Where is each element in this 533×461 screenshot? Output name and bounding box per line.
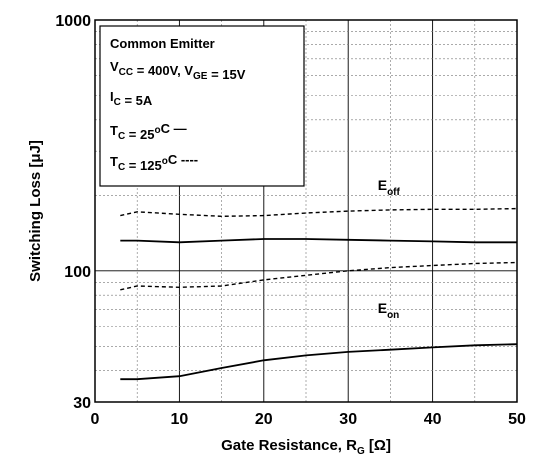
curve-label-sub: on xyxy=(387,310,399,321)
x-tick-label: 40 xyxy=(424,411,442,428)
text-run: = 125 xyxy=(125,158,162,173)
subscript-run: CC xyxy=(119,67,133,78)
text-run: = 5A xyxy=(121,93,153,108)
x-tick-label: 20 xyxy=(255,411,273,428)
text-run: T xyxy=(110,123,118,138)
plot-frame xyxy=(94,19,518,403)
text-run: = 15V xyxy=(207,67,245,82)
subscript-run: C xyxy=(118,162,125,173)
x-label-main: Gate Resistance, R xyxy=(221,437,357,454)
curve-label-main: E xyxy=(378,300,387,316)
legend-line-1: VCC = 400V, VGE = 15V xyxy=(110,59,246,82)
legend-line-4: TC = 125oC ---- xyxy=(110,152,198,173)
series-line-1 xyxy=(120,238,517,244)
subscript-run: GE xyxy=(193,71,208,82)
x-tick-label: 30 xyxy=(339,411,357,428)
y-axis-label: Switching Loss [μJ] xyxy=(27,140,44,282)
superscript-run: o xyxy=(162,156,168,167)
legend-title: Common Emitter xyxy=(110,36,215,51)
text-run: C ---- xyxy=(168,152,198,167)
series-layer xyxy=(120,207,518,381)
x-label-sub: G xyxy=(357,446,365,457)
x-axis-label: Gate Resistance, RG [Ω] xyxy=(221,437,391,457)
x-tick-label: 10 xyxy=(171,411,189,428)
curve-label-e-off: Eoff xyxy=(378,177,401,198)
superscript-run: o xyxy=(154,125,160,136)
y-tick-labels: 30 100 1000 xyxy=(55,13,91,412)
legend-box xyxy=(99,25,305,187)
curve-label-e-on: Eon xyxy=(378,300,400,321)
x-tick-label: 0 xyxy=(91,411,100,428)
curve-label-main: E xyxy=(378,177,387,193)
series-line-3 xyxy=(120,343,518,381)
subscript-run: C xyxy=(118,131,125,142)
text-run: = 25 xyxy=(125,127,154,142)
legend-line-3: TC = 25oC — xyxy=(110,121,187,142)
text-run: I xyxy=(110,89,114,104)
curve-label-sub: off xyxy=(387,187,400,198)
text-run: = 400V, V xyxy=(133,63,193,78)
x-tick-labels: 0 10 20 30 40 50 xyxy=(91,411,526,428)
y-tick-label: 30 xyxy=(73,395,91,412)
y-tick-label: 100 xyxy=(64,264,91,281)
series-line-4 xyxy=(120,261,518,291)
x-label-unit: [Ω] xyxy=(365,437,391,454)
subscript-run: C xyxy=(114,97,121,108)
text-run: C — xyxy=(161,121,187,136)
text-run: T xyxy=(110,154,118,169)
y-tick-label: 1000 xyxy=(55,13,91,30)
legend-line-2: IC = 5A xyxy=(110,89,153,108)
text-run: V xyxy=(110,59,119,74)
x-tick-label: 50 xyxy=(508,411,526,428)
series-line-2 xyxy=(120,207,518,218)
